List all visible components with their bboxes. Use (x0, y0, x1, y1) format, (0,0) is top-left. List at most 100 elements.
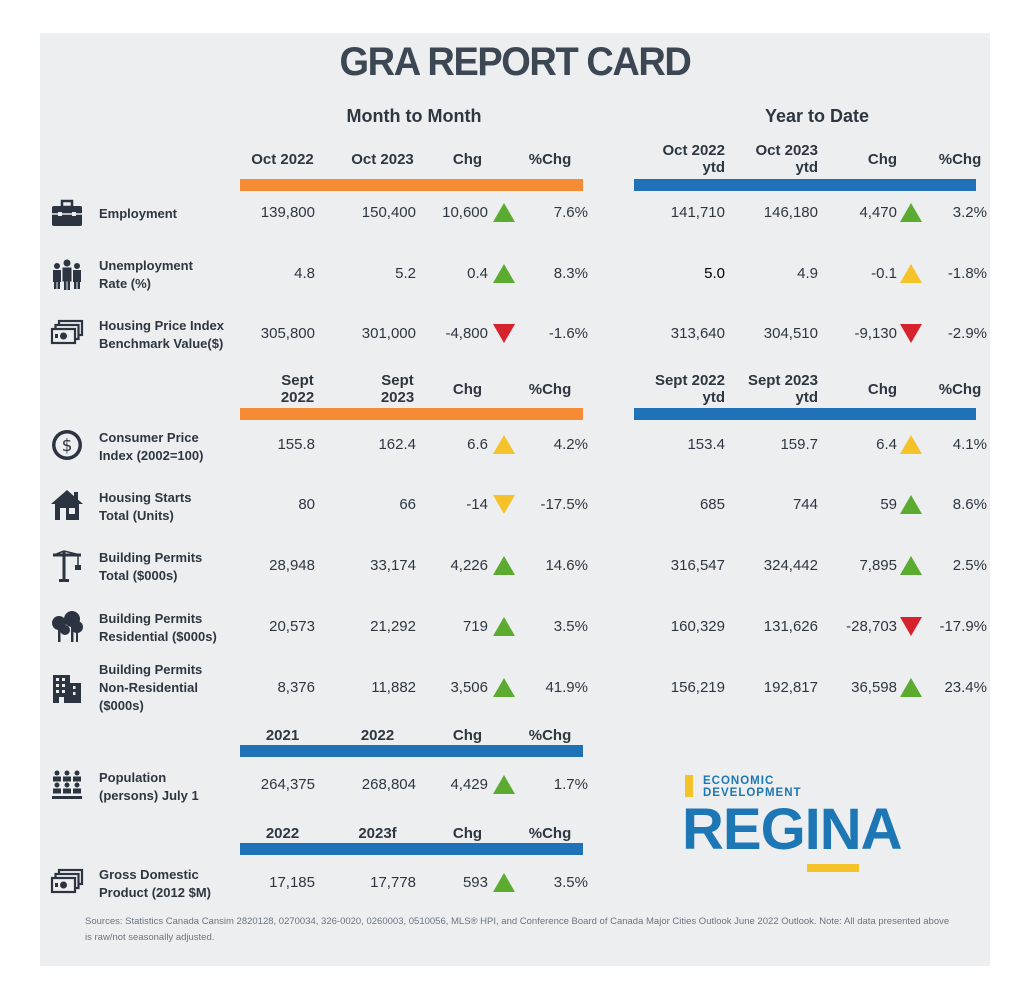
ytd-value: 192,817 (763, 679, 818, 696)
col-header: Sept 2022 ytd (654, 372, 725, 406)
col-header: Chg (452, 381, 483, 398)
indicator-label: Population (persons) July 1 (99, 769, 249, 805)
ytd-value: 153.4 (687, 436, 725, 453)
period-value: 20,573 (269, 618, 315, 635)
house-icon (50, 488, 84, 522)
indicator-label: Unemployment Rate (%) (99, 257, 249, 293)
ytd-pct-change-value: -17.9% (939, 618, 987, 635)
ytd-pct-change-value: 4.1% (952, 436, 987, 453)
indicator-label: Housing Price Index Benchmark Value($) (99, 317, 249, 353)
up-arrow-green-icon (900, 556, 922, 575)
indicator-label-line: (persons) July 1 (99, 788, 199, 803)
money-icon (50, 317, 84, 351)
change-value: -4,800 (445, 325, 488, 342)
change-value: 4,429 (450, 776, 488, 793)
ytd-pct-change-value: 2.5% (952, 557, 987, 574)
col-header: %Chg (528, 381, 572, 398)
ytd-pct-change-value: 3.2% (952, 204, 987, 221)
up-arrow-green-icon (493, 678, 515, 697)
indicator-label-line: Unemployment (99, 258, 193, 273)
up-arrow-green-icon (493, 556, 515, 575)
period-value: 17,778 (370, 874, 416, 891)
pct-change-value: 3.5% (553, 618, 588, 635)
indicator-label-line: Gross Domestic (99, 867, 199, 882)
down-arrow-red-icon (900, 617, 922, 636)
pct-change-value: 41.9% (545, 679, 588, 696)
period-value: 66 (399, 496, 416, 513)
logo-text-regina: REGINA (682, 797, 903, 862)
pct-change-value: 14.6% (545, 557, 588, 574)
col-header: Oct 2023 (351, 151, 414, 168)
ytd-value: 304,510 (763, 325, 818, 342)
ytd-pct-change-value: 8.6% (952, 496, 987, 513)
pct-change-value: 4.2% (553, 436, 588, 453)
pct-change-value: 7.6% (553, 204, 588, 221)
ytd-value: 316,547 (670, 557, 725, 574)
col-header: %Chg (528, 151, 572, 168)
down-arrow-red-icon (493, 324, 515, 343)
ytd-change-value: -0.1 (871, 265, 897, 282)
dollar-coin-icon: $ (50, 428, 84, 462)
up-arrow-green-icon (493, 617, 515, 636)
change-value: 593 (462, 874, 488, 891)
ytd-change-value: 6.4 (876, 436, 897, 453)
indicator-label-line: Total (Units) (99, 508, 174, 523)
ytd-value: 744 (792, 496, 818, 513)
pct-change-value: 1.7% (553, 776, 588, 793)
indicator-label-line: Index (2002=100) (99, 448, 204, 463)
down-arrow-yellow-icon (493, 495, 515, 514)
ytd-pct-change-value: -2.9% (947, 325, 987, 342)
logo-text-economic: ECONOMIC (703, 775, 775, 787)
period-value: 155.8 (277, 436, 315, 453)
period-value: 5.2 (395, 265, 416, 282)
indicator-label-line: Housing Price Index (99, 318, 224, 333)
ytd-value: 4.9 (797, 265, 818, 282)
up-arrow-green-icon (900, 203, 922, 222)
blue-header-bar (240, 843, 583, 855)
ytd-value: 131,626 (763, 618, 818, 635)
svg-text:$: $ (62, 436, 73, 456)
ytd-change-value: 4,470 (859, 204, 897, 221)
ytd-change-value: 7,895 (859, 557, 897, 574)
up-arrow-green-icon (493, 203, 515, 222)
change-value: 4,226 (450, 557, 488, 574)
section-year-to-date: Year to Date (764, 106, 870, 126)
money-icon (50, 866, 84, 900)
logo-underline (807, 864, 859, 872)
sources-footnote: Sources: Statistics Canada Cansim 282012… (85, 916, 950, 943)
ytd-change-value: -9,130 (854, 325, 897, 342)
ytd-value: 156,219 (670, 679, 725, 696)
indicator-label-line: Consumer Price (99, 430, 199, 445)
period-value: 150,400 (361, 204, 416, 221)
change-value: 3,506 (450, 679, 488, 696)
ytd-value: 313,640 (670, 325, 725, 342)
ytd-value: 5.0 (704, 265, 725, 282)
up-arrow-green-icon (900, 678, 922, 697)
ytd-value: 141,710 (670, 204, 725, 221)
change-value: 719 (462, 618, 488, 635)
change-value: 10,600 (442, 204, 488, 221)
ytd-value: 159.7 (780, 436, 818, 453)
period-value: 162.4 (378, 436, 416, 453)
col-header: %Chg (938, 381, 982, 398)
pct-change-value: -1.6% (548, 325, 588, 342)
period-value: 28,948 (269, 557, 315, 574)
up-arrow-yellow-icon (900, 435, 922, 454)
logo-accent-bar (685, 775, 693, 797)
pct-change-value: 3.5% (553, 874, 588, 891)
period-value: 33,174 (370, 557, 416, 574)
up-arrow-yellow-icon (493, 435, 515, 454)
change-value: -14 (466, 496, 488, 513)
period-value: 17,185 (269, 874, 315, 891)
col-header: 2022 (265, 825, 300, 842)
period-value: 264,375 (260, 776, 315, 793)
col-header: 2022 (360, 727, 395, 744)
up-arrow-green-icon (900, 495, 922, 514)
period-value: 139,800 (260, 204, 315, 221)
office-building-icon (50, 671, 84, 705)
change-value: 0.4 (467, 265, 488, 282)
period-value: 21,292 (370, 618, 416, 635)
col-header: Oct 2022 ytd (662, 142, 725, 176)
col-header: 2023f (358, 825, 397, 842)
ytd-value: 146,180 (763, 204, 818, 221)
